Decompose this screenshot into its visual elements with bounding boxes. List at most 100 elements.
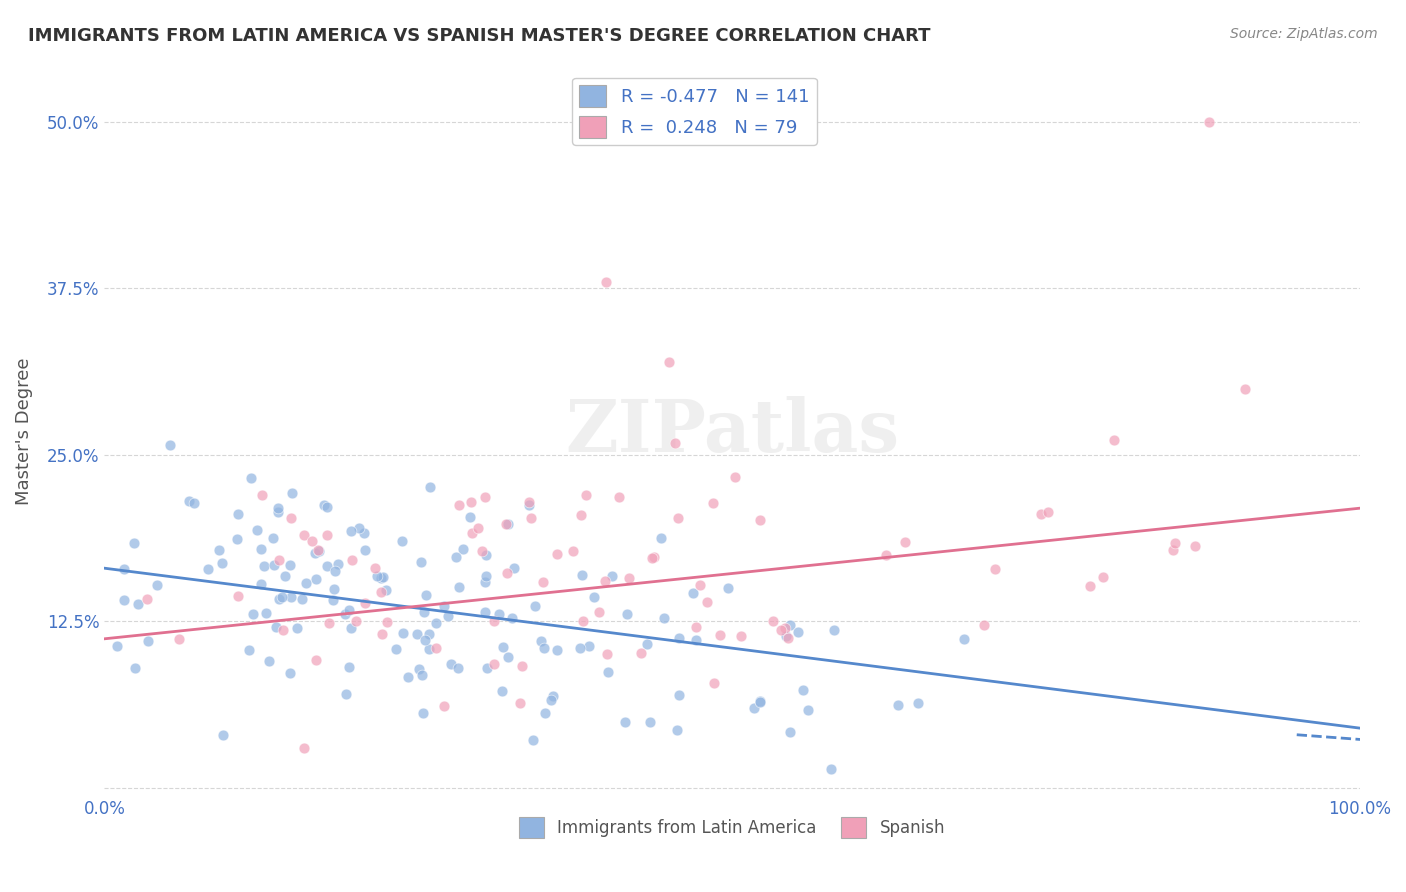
Point xyxy=(887,698,910,712)
Point xyxy=(419,480,441,494)
Point xyxy=(264,620,287,634)
Point xyxy=(779,618,801,632)
Point xyxy=(668,632,690,646)
Point xyxy=(569,640,592,655)
Point xyxy=(353,596,375,610)
Point xyxy=(762,614,785,628)
Point xyxy=(820,762,842,776)
Point xyxy=(375,615,398,630)
Point xyxy=(617,571,640,585)
Point xyxy=(546,643,568,657)
Point xyxy=(408,662,430,676)
Point xyxy=(340,524,363,539)
Point xyxy=(250,577,273,591)
Point xyxy=(477,661,499,675)
Point xyxy=(159,438,181,452)
Point xyxy=(433,699,456,714)
Point xyxy=(458,510,481,524)
Point xyxy=(641,551,664,566)
Point xyxy=(534,706,557,720)
Point xyxy=(593,574,616,588)
Point xyxy=(226,532,249,546)
Point xyxy=(183,496,205,510)
Point xyxy=(392,626,415,640)
Point xyxy=(339,621,361,635)
Point xyxy=(682,586,704,600)
Point xyxy=(471,543,494,558)
Point xyxy=(267,505,290,519)
Point xyxy=(240,470,263,484)
Point xyxy=(308,543,330,558)
Point xyxy=(167,632,190,646)
Point xyxy=(269,592,291,607)
Point xyxy=(575,488,598,502)
Point xyxy=(322,593,344,607)
Point xyxy=(295,576,318,591)
Point xyxy=(375,582,398,597)
Point xyxy=(177,494,200,508)
Point xyxy=(973,617,995,632)
Point xyxy=(787,624,810,639)
Point xyxy=(425,641,447,656)
Point xyxy=(562,544,585,558)
Point xyxy=(1092,570,1115,584)
Point xyxy=(616,607,638,622)
Point xyxy=(503,561,526,575)
Point xyxy=(314,498,336,512)
Point xyxy=(630,646,652,660)
Point xyxy=(127,597,149,611)
Point xyxy=(447,661,470,675)
Point xyxy=(124,661,146,675)
Point xyxy=(252,559,274,574)
Point xyxy=(254,606,277,620)
Point xyxy=(197,562,219,576)
Point xyxy=(460,525,482,540)
Point xyxy=(491,684,513,698)
Point xyxy=(415,588,437,602)
Point xyxy=(509,696,531,710)
Point xyxy=(440,657,463,672)
Point xyxy=(598,665,620,679)
Point xyxy=(685,620,707,634)
Point xyxy=(492,640,515,654)
Point xyxy=(495,516,517,531)
Point xyxy=(328,558,350,572)
Point xyxy=(146,578,169,592)
Point xyxy=(112,562,135,576)
Point xyxy=(666,723,689,737)
Point xyxy=(316,559,339,574)
Point xyxy=(496,649,519,664)
Point xyxy=(779,725,801,739)
Point xyxy=(689,578,711,592)
Point xyxy=(433,599,456,614)
Point xyxy=(724,470,747,484)
Point xyxy=(418,642,440,657)
Point xyxy=(658,354,681,368)
Point xyxy=(316,528,339,542)
Point xyxy=(482,657,505,671)
Point xyxy=(226,589,249,603)
Point xyxy=(335,687,357,701)
Point xyxy=(749,694,772,708)
Point xyxy=(412,706,434,720)
Point xyxy=(409,555,432,569)
Point xyxy=(285,621,308,635)
Point xyxy=(484,615,506,629)
Point xyxy=(1198,115,1220,129)
Point xyxy=(280,590,302,604)
Point xyxy=(363,561,385,575)
Point xyxy=(578,639,600,653)
Point xyxy=(323,564,346,578)
Point xyxy=(522,733,544,747)
Point xyxy=(305,572,328,586)
Point xyxy=(385,642,408,657)
Point xyxy=(1161,542,1184,557)
Point xyxy=(609,490,631,504)
Point xyxy=(778,631,800,645)
Point xyxy=(340,552,363,566)
Point xyxy=(250,488,273,502)
Point xyxy=(413,606,436,620)
Point xyxy=(775,629,797,643)
Point xyxy=(370,627,392,641)
Text: ZIPatlas: ZIPatlas xyxy=(565,396,898,467)
